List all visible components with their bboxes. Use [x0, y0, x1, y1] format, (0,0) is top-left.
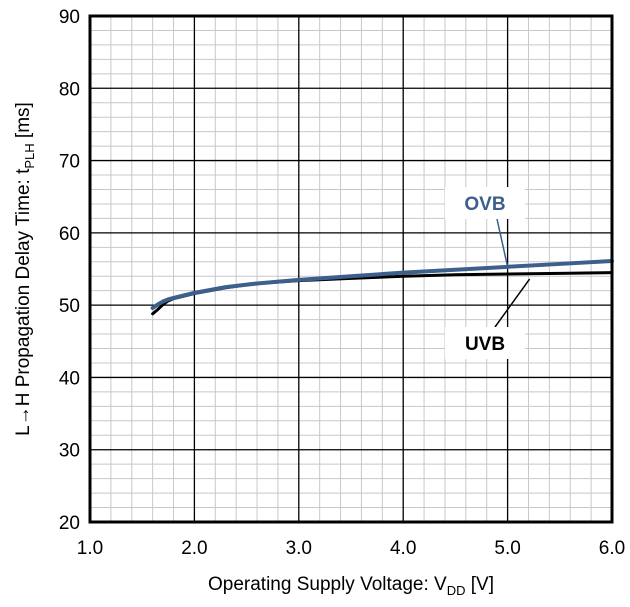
y-axis-title-unit: [ms]	[13, 102, 34, 143]
series-line-ovb	[150, 259, 614, 311]
y-axis-title-subscript: PLH	[22, 143, 37, 168]
x-tick-label: 2.0	[181, 538, 207, 559]
y-axis-title-main: L→H Propagation Delay Time: t	[13, 168, 34, 436]
annotation-box-uvb	[445, 327, 525, 359]
annotation-layer: OVB UVB	[445, 187, 531, 359]
y-tick-label: 50	[59, 296, 80, 317]
tick-labels: 1.0 2.0 3.0 4.0 5.0 6.0 20 30 40 50 60 70 80 90	[59, 7, 625, 559]
x-axis-title: Operating Supply Voltage: VDD [V]	[208, 574, 494, 598]
x-tick-label: 4.0	[390, 538, 416, 559]
annotation-label-ovb: OVB	[464, 194, 505, 215]
y-axis-title: L→H Propagation Delay Time: tPLH [ms]	[13, 102, 37, 436]
y-tick-label: 70	[59, 152, 80, 173]
annotation-leader-uvb	[494, 278, 531, 328]
y-tick-label: 90	[59, 7, 80, 28]
y-tick-label: 60	[59, 224, 80, 245]
x-tick-label: 6.0	[599, 538, 625, 559]
x-axis-title-unit: [V]	[465, 574, 494, 595]
x-tick-label: 5.0	[494, 538, 520, 559]
annotation-box-ovb	[445, 187, 525, 219]
major-grid	[90, 16, 612, 522]
y-tick-label: 30	[59, 441, 80, 462]
x-axis-title-main: Operating Supply Voltage: V	[208, 574, 447, 595]
annotation-label-uvb: UVB	[465, 334, 505, 355]
series-layer	[150, 259, 614, 316]
x-tick-label: 3.0	[286, 538, 312, 559]
annotation-leader-ovb	[496, 218, 509, 267]
plot-frame	[88, 14, 614, 524]
x-tick-label: 1.0	[77, 538, 103, 559]
y-tick-label: 80	[59, 79, 80, 100]
y-tick-label: 20	[59, 513, 80, 534]
y-tick-label: 40	[59, 368, 80, 389]
x-axis-title-subscript: DD	[447, 583, 466, 598]
